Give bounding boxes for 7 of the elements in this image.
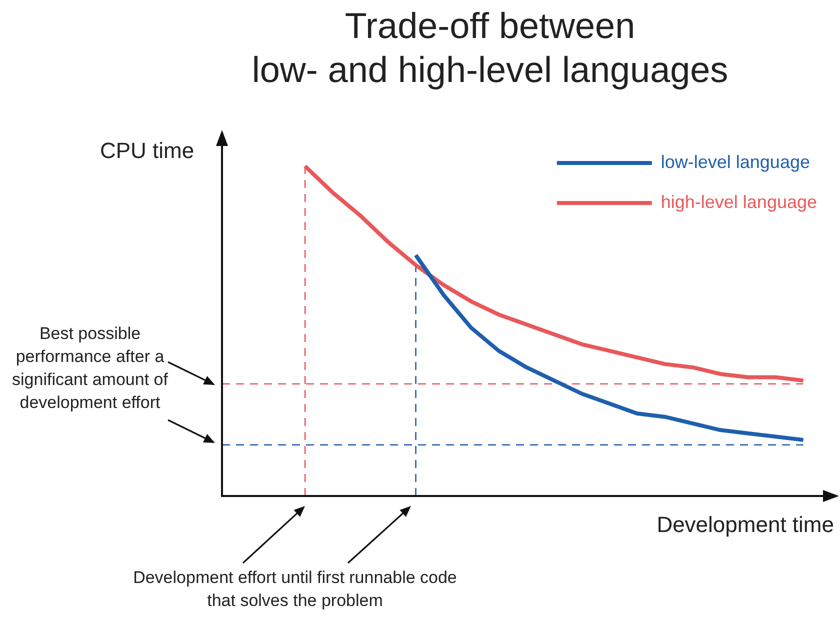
x-axis-title: Development time — [656, 512, 834, 538]
text: high-level language — [660, 192, 818, 212]
text: Best possible performance after a significant amount of development effort — [11, 323, 169, 414]
text: low-level language — [660, 152, 810, 172]
y-axis-title: CPU time — [100, 138, 194, 164]
text: Development effort until first runnable code that solves the problem — [132, 567, 458, 612]
chart-title: Trade-off between low- and high-level languages — [250, 4, 730, 92]
